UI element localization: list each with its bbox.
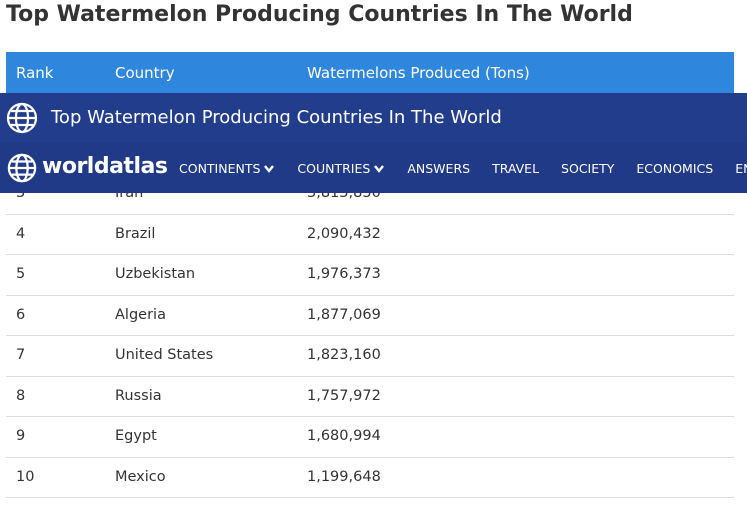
- table-cell: Algeria: [115, 306, 166, 323]
- table-row: 10 Mexico 1,199,648: [6, 458, 734, 498]
- dropdown-chevron: [264, 164, 275, 173]
- table-row: 4 Brazil 2,090,432: [6, 215, 734, 255]
- nav-item[interactable]: CONTINENTS: [179, 161, 275, 176]
- table-cell: 5: [16, 266, 26, 282]
- table-cell: 1,680,994: [307, 428, 381, 444]
- sticky-header: Top Watermelon Producing Countries In Th…: [0, 93, 747, 143]
- table-cell: 10: [16, 468, 35, 485]
- logo[interactable]: worldatlas: [42, 154, 168, 179]
- table-cell: 9: [16, 428, 26, 444]
- nav-item-label[interactable]: CONTINENTS: [179, 161, 261, 176]
- table-body: 3 Iran 3,813,850 4 Brazil 2,090,432 5 Uzbekista…: [6, 174, 734, 498]
- table-cell: Mexico: [115, 468, 166, 485]
- nav-bar: worldatlas CONTINENTS COUNTRIES ANSWERS TRA…: [0, 143, 747, 193]
- table-cell: Russia: [115, 387, 162, 404]
- table-cell: 8: [16, 387, 26, 404]
- column-header: Rank: [16, 64, 54, 82]
- table-row: 8 Russia 1,757,972: [6, 377, 734, 417]
- table-cell: 2,090,432: [307, 225, 381, 242]
- table-cell: 1,823,160: [307, 347, 381, 363]
- nav-menu: CONTINENTS COUNTRIES ANSWERS TRAVEL SOCIETY E…: [179, 161, 747, 176]
- table-row: 6 Algeria 1,877,069: [6, 296, 734, 336]
- nav-item[interactable]: ECONOMICS: [636, 161, 713, 176]
- nav-item[interactable]: SOCIETY: [561, 161, 614, 176]
- nav-item-label[interactable]: TRAVEL: [492, 161, 540, 176]
- nav-item[interactable]: TRAVEL: [492, 161, 539, 176]
- sticky-title: Top Watermelon Producing Countries In Th…: [51, 107, 502, 128]
- nav-item-label[interactable]: ENVIRONMENT: [735, 161, 747, 176]
- logo-icon[interactable]: [7, 153, 37, 183]
- dropdown-chevron: [374, 164, 385, 173]
- table-row: 5 Uzbekistan 1,976,373: [6, 255, 734, 296]
- table-cell: Brazil: [115, 225, 156, 242]
- nav-item[interactable]: ENVIRONMENT: [735, 161, 747, 176]
- table-cell: 4: [16, 225, 26, 242]
- table-cell: Uzbekistan: [115, 266, 196, 282]
- table-cell: 6: [16, 306, 26, 323]
- nav-item-label[interactable]: ANSWERS: [407, 161, 471, 176]
- table-cell: Egypt: [115, 428, 157, 444]
- nav-item-label[interactable]: COUNTRIES: [297, 161, 371, 176]
- nav-item[interactable]: ANSWERS: [407, 161, 470, 176]
- table-cell: 3: [16, 185, 26, 201]
- column-header: Watermelons Produced (Tons): [307, 64, 530, 82]
- table-cell: United States: [115, 347, 214, 363]
- nav-item-label[interactable]: ECONOMICS: [636, 161, 714, 176]
- table-cell: 1,199,648: [307, 468, 381, 485]
- table-header: Rank Country Watermelons Produced (Tons): [6, 52, 734, 93]
- nav-item-label[interactable]: SOCIETY: [561, 161, 615, 176]
- table-row: 7 United States 1,823,160: [6, 336, 734, 377]
- table-cell: 7: [16, 347, 26, 363]
- table-cell: 1,976,373: [307, 266, 381, 282]
- table-cell: 1,757,972: [307, 387, 381, 404]
- nav-item[interactable]: COUNTRIES: [297, 161, 385, 176]
- column-header: Country: [115, 64, 175, 82]
- globe-icon: [6, 102, 38, 134]
- page-title: Top Watermelon Producing Countries In Th…: [6, 2, 633, 27]
- table-row: 9 Egypt 1,680,994: [6, 417, 734, 458]
- table-cell: 1,877,069: [307, 306, 381, 323]
